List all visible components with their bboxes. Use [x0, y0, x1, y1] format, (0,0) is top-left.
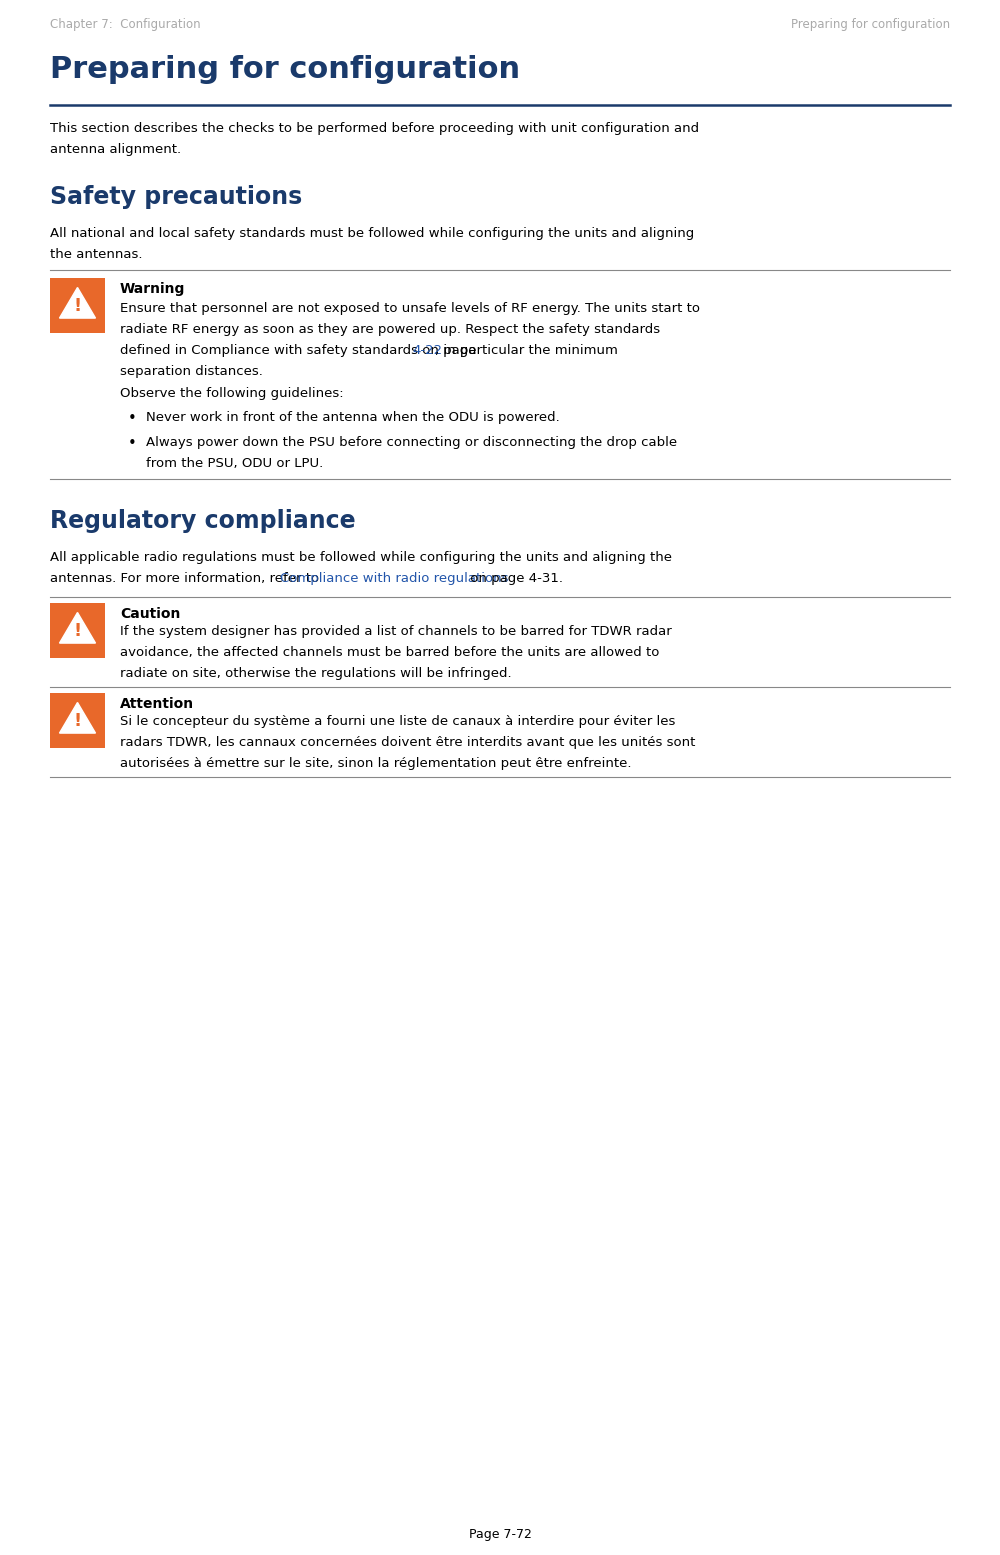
Text: avoidance, the affected channels must be barred before the units are allowed to: avoidance, the affected channels must be…	[120, 645, 659, 659]
Text: radiate RF energy as soon as they are powered up. Respect the safety standards: radiate RF energy as soon as they are po…	[120, 323, 660, 336]
Text: Always power down the PSU before connecting or disconnecting the drop cable: Always power down the PSU before connect…	[146, 435, 677, 449]
Text: !: !	[73, 297, 82, 316]
Text: Page 7-72: Page 7-72	[469, 1529, 531, 1541]
Text: , in particular the minimum: , in particular the minimum	[435, 344, 618, 358]
Text: on page 4-31.: on page 4-31.	[466, 572, 563, 585]
Text: radiate on site, otherwise the regulations will be infringed.: radiate on site, otherwise the regulatio…	[120, 667, 512, 680]
Text: Observe the following guidelines:: Observe the following guidelines:	[120, 387, 344, 400]
Polygon shape	[60, 288, 96, 319]
Text: antenna alignment.: antenna alignment.	[50, 143, 181, 156]
Text: •: •	[128, 411, 137, 426]
Text: !: !	[73, 622, 82, 641]
Text: defined in Compliance with safety standards on page: defined in Compliance with safety standa…	[120, 344, 481, 358]
Text: the antennas.: the antennas.	[50, 247, 143, 261]
Text: separation distances.: separation distances.	[120, 365, 263, 378]
Text: All applicable radio regulations must be followed while configuring the units an: All applicable radio regulations must be…	[50, 550, 672, 564]
Text: from the PSU, ODU or LPU.: from the PSU, ODU or LPU.	[146, 457, 323, 470]
Text: Preparing for configuration: Preparing for configuration	[791, 19, 950, 31]
Polygon shape	[60, 613, 96, 644]
Text: Compliance with radio regulations: Compliance with radio regulations	[280, 572, 509, 585]
Text: antennas. For more information, refer to: antennas. For more information, refer to	[50, 572, 323, 585]
Text: Safety precautions: Safety precautions	[50, 185, 302, 208]
Text: Chapter 7:  Configuration: Chapter 7: Configuration	[50, 19, 201, 31]
Text: autorisées à émettre sur le site, sinon la réglementation peut être enfreinte.: autorisées à émettre sur le site, sinon …	[120, 757, 632, 770]
Text: radars TDWR, les cannaux concernées doivent être interdits avant que les unités : radars TDWR, les cannaux concernées doiv…	[120, 736, 695, 750]
Text: Regulatory compliance: Regulatory compliance	[50, 508, 356, 533]
Text: •: •	[128, 435, 137, 451]
Polygon shape	[60, 703, 96, 732]
FancyBboxPatch shape	[50, 603, 105, 658]
Text: Warning: Warning	[120, 281, 185, 295]
Text: Si le concepteur du système a fourni une liste de canaux à interdire pour éviter: Si le concepteur du système a fourni une…	[120, 715, 675, 728]
Text: 4-22: 4-22	[412, 344, 442, 358]
Text: Preparing for configuration: Preparing for configuration	[50, 54, 520, 84]
Text: This section describes the checks to be performed before proceeding with unit co: This section describes the checks to be …	[50, 121, 699, 135]
Text: All national and local safety standards must be followed while configuring the u: All national and local safety standards …	[50, 227, 694, 239]
Text: Never work in front of the antenna when the ODU is powered.: Never work in front of the antenna when …	[146, 411, 560, 425]
Text: !: !	[73, 712, 82, 731]
Text: If the system designer has provided a list of channels to be barred for TDWR rad: If the system designer has provided a li…	[120, 625, 672, 638]
Text: Attention: Attention	[120, 697, 194, 711]
Text: Caution: Caution	[120, 606, 180, 620]
FancyBboxPatch shape	[50, 694, 105, 748]
FancyBboxPatch shape	[50, 278, 105, 333]
Text: Ensure that personnel are not exposed to unsafe levels of RF energy. The units s: Ensure that personnel are not exposed to…	[120, 302, 700, 316]
